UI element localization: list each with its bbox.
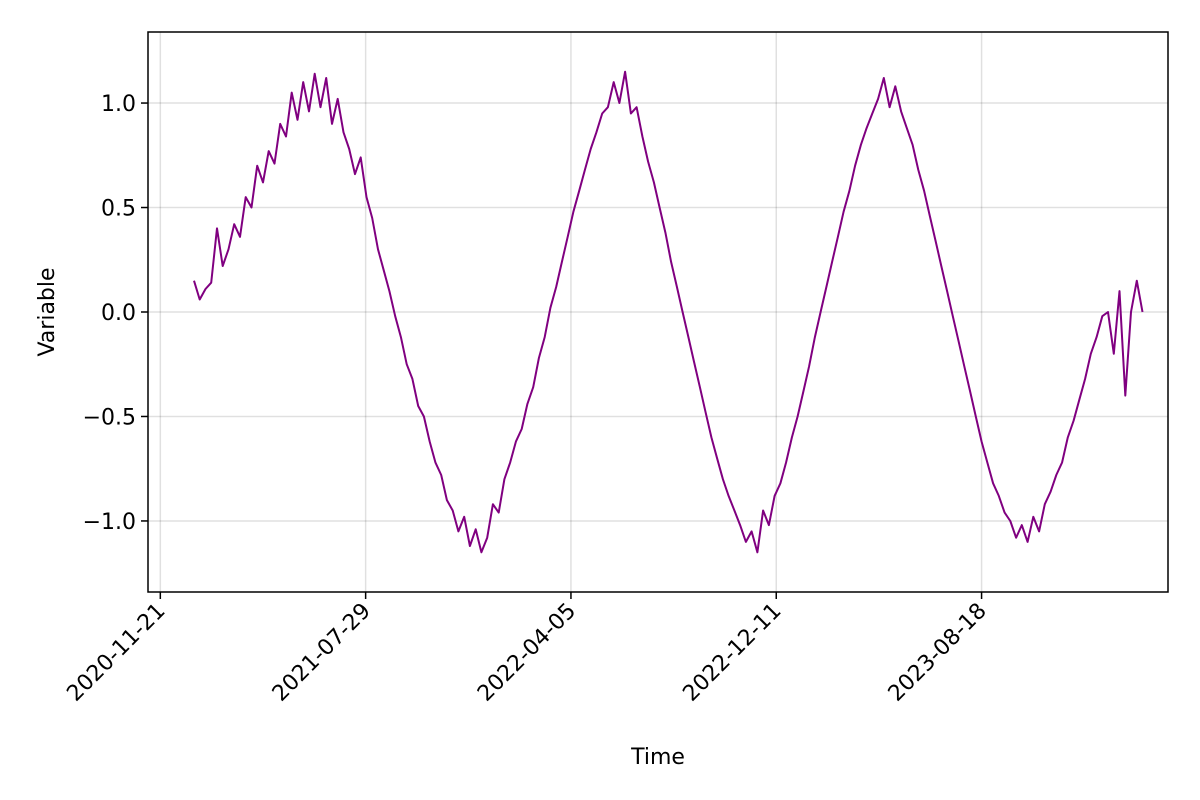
x-axis-label: Time [630, 745, 685, 770]
y-tick-label: 0.0 [101, 301, 136, 326]
y-tick-label: 1.0 [101, 92, 136, 117]
y-tick-label: 0.5 [101, 197, 136, 222]
grid-lines [148, 32, 1168, 592]
y-axis-label: Variable [35, 267, 60, 356]
y-tick-label: −1.0 [83, 510, 136, 535]
y-axis: −1.0 −0.5 0.0 0.5 1.0 [83, 92, 148, 535]
series-group [193, 70, 1144, 554]
series-line [193, 70, 1144, 554]
y-tick-label: −0.5 [83, 405, 136, 430]
